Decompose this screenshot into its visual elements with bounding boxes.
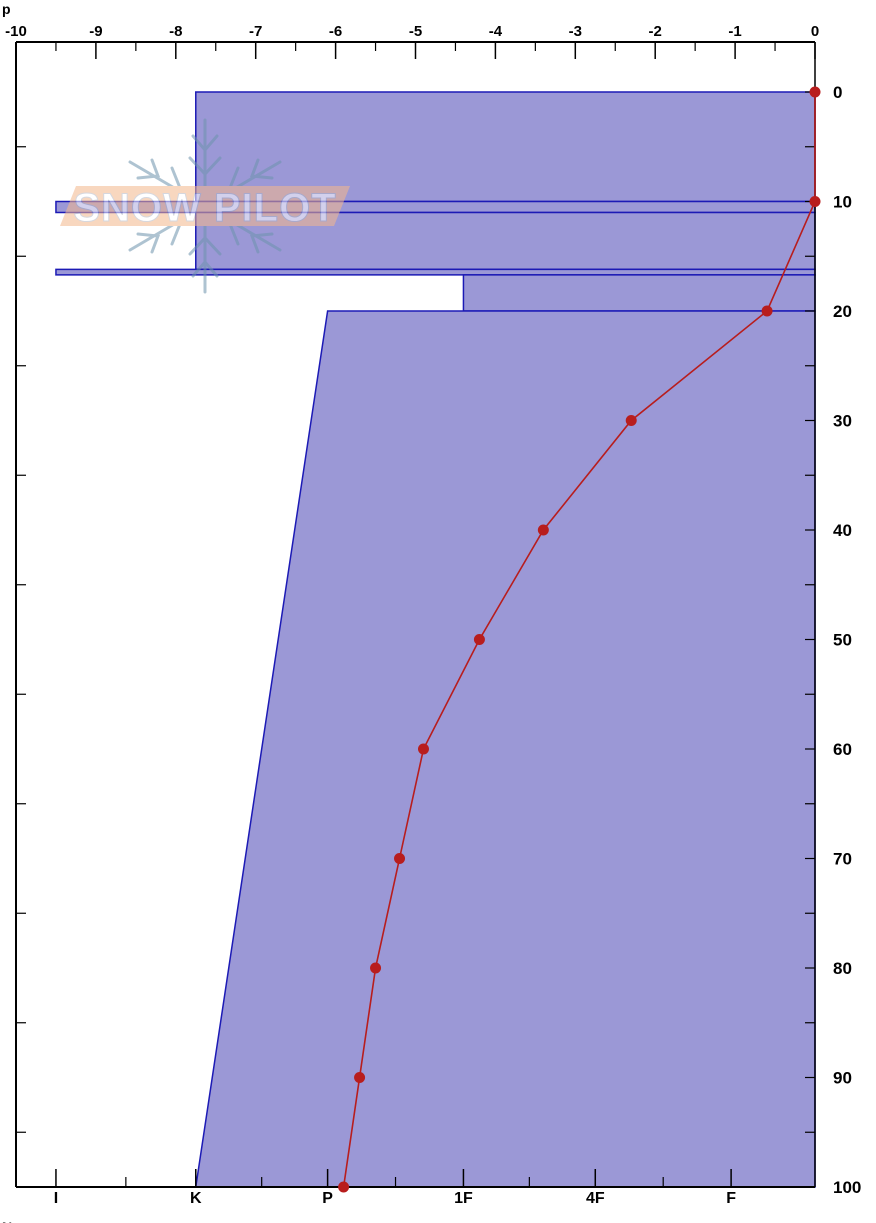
top-tick-label: -9 bbox=[89, 23, 102, 40]
right-tick-label: 20 bbox=[833, 302, 852, 321]
right-tick-label: 100 bbox=[833, 1178, 861, 1197]
top-tick-label: -10 bbox=[5, 23, 27, 40]
temperature-point-5 bbox=[473, 634, 485, 645]
top-tick-label: -2 bbox=[649, 23, 662, 40]
temperature-point-1 bbox=[809, 196, 821, 207]
bottom-tick-label: I bbox=[54, 1190, 58, 1207]
temperature-point-9 bbox=[354, 1072, 366, 1083]
right-tick-label: 60 bbox=[833, 740, 852, 759]
axes: -10 -9 -8 -7 -6 -5 -4 -3 -2 -1 0010203040506070809… bbox=[5, 23, 861, 1207]
right-tick-label: 30 bbox=[833, 412, 852, 431]
hardness-layers bbox=[55, 91, 816, 1188]
snowpilot-watermark: SNOW PILOT bbox=[60, 118, 350, 294]
right-tick-label: 50 bbox=[833, 631, 852, 650]
temperature-profile bbox=[338, 86, 821, 1193]
snowflake-icon bbox=[128, 118, 282, 294]
watermark-text: SNOW PILOT bbox=[73, 186, 336, 230]
bottom-tick-label: F bbox=[726, 1190, 736, 1207]
top-tick-label: -3 bbox=[569, 23, 582, 40]
right-tick-label: 10 bbox=[833, 193, 852, 212]
bottom-tick-label: 4F bbox=[586, 1190, 605, 1207]
right-tick-label: 40 bbox=[833, 521, 852, 540]
temperature-point-3 bbox=[625, 415, 637, 426]
right-tick-label: 80 bbox=[833, 959, 852, 978]
temperature-point-6 bbox=[417, 743, 429, 755]
top-tick-label: 0 bbox=[811, 23, 819, 40]
top-tick-label: -7 bbox=[249, 23, 262, 40]
temperature-point-4 bbox=[537, 524, 549, 536]
right-tick-label: 0 bbox=[833, 83, 842, 102]
top-tick-label: -6 bbox=[329, 23, 342, 40]
right-tick-label: 90 bbox=[833, 1069, 852, 1088]
temperature-point-7 bbox=[394, 853, 406, 864]
top-tick-label: -1 bbox=[728, 23, 741, 40]
hardness-layer-3 bbox=[55, 268, 816, 276]
top-tick-label: -4 bbox=[489, 23, 503, 40]
top-left-fragment: p bbox=[2, 1, 11, 17]
top-tick-label: -8 bbox=[169, 23, 182, 40]
temperature-point-8 bbox=[370, 962, 382, 974]
hardness-layer-5 bbox=[194, 310, 816, 1188]
temperature-point-10 bbox=[338, 1181, 350, 1193]
hardness-layer-4 bbox=[462, 274, 816, 312]
bottom-tick-label: 1F bbox=[454, 1190, 473, 1207]
bottom-tick-label: K bbox=[190, 1190, 202, 1207]
watermark-banner bbox=[60, 186, 350, 226]
bottom-tick-label: P bbox=[322, 1190, 333, 1207]
top-tick-label: -5 bbox=[409, 23, 422, 40]
right-tick-label: 70 bbox=[833, 850, 852, 869]
temperature-point-0 bbox=[809, 86, 821, 98]
bottom-left-fragment: No bbox=[2, 1219, 21, 1223]
temperature-point-2 bbox=[761, 305, 773, 317]
